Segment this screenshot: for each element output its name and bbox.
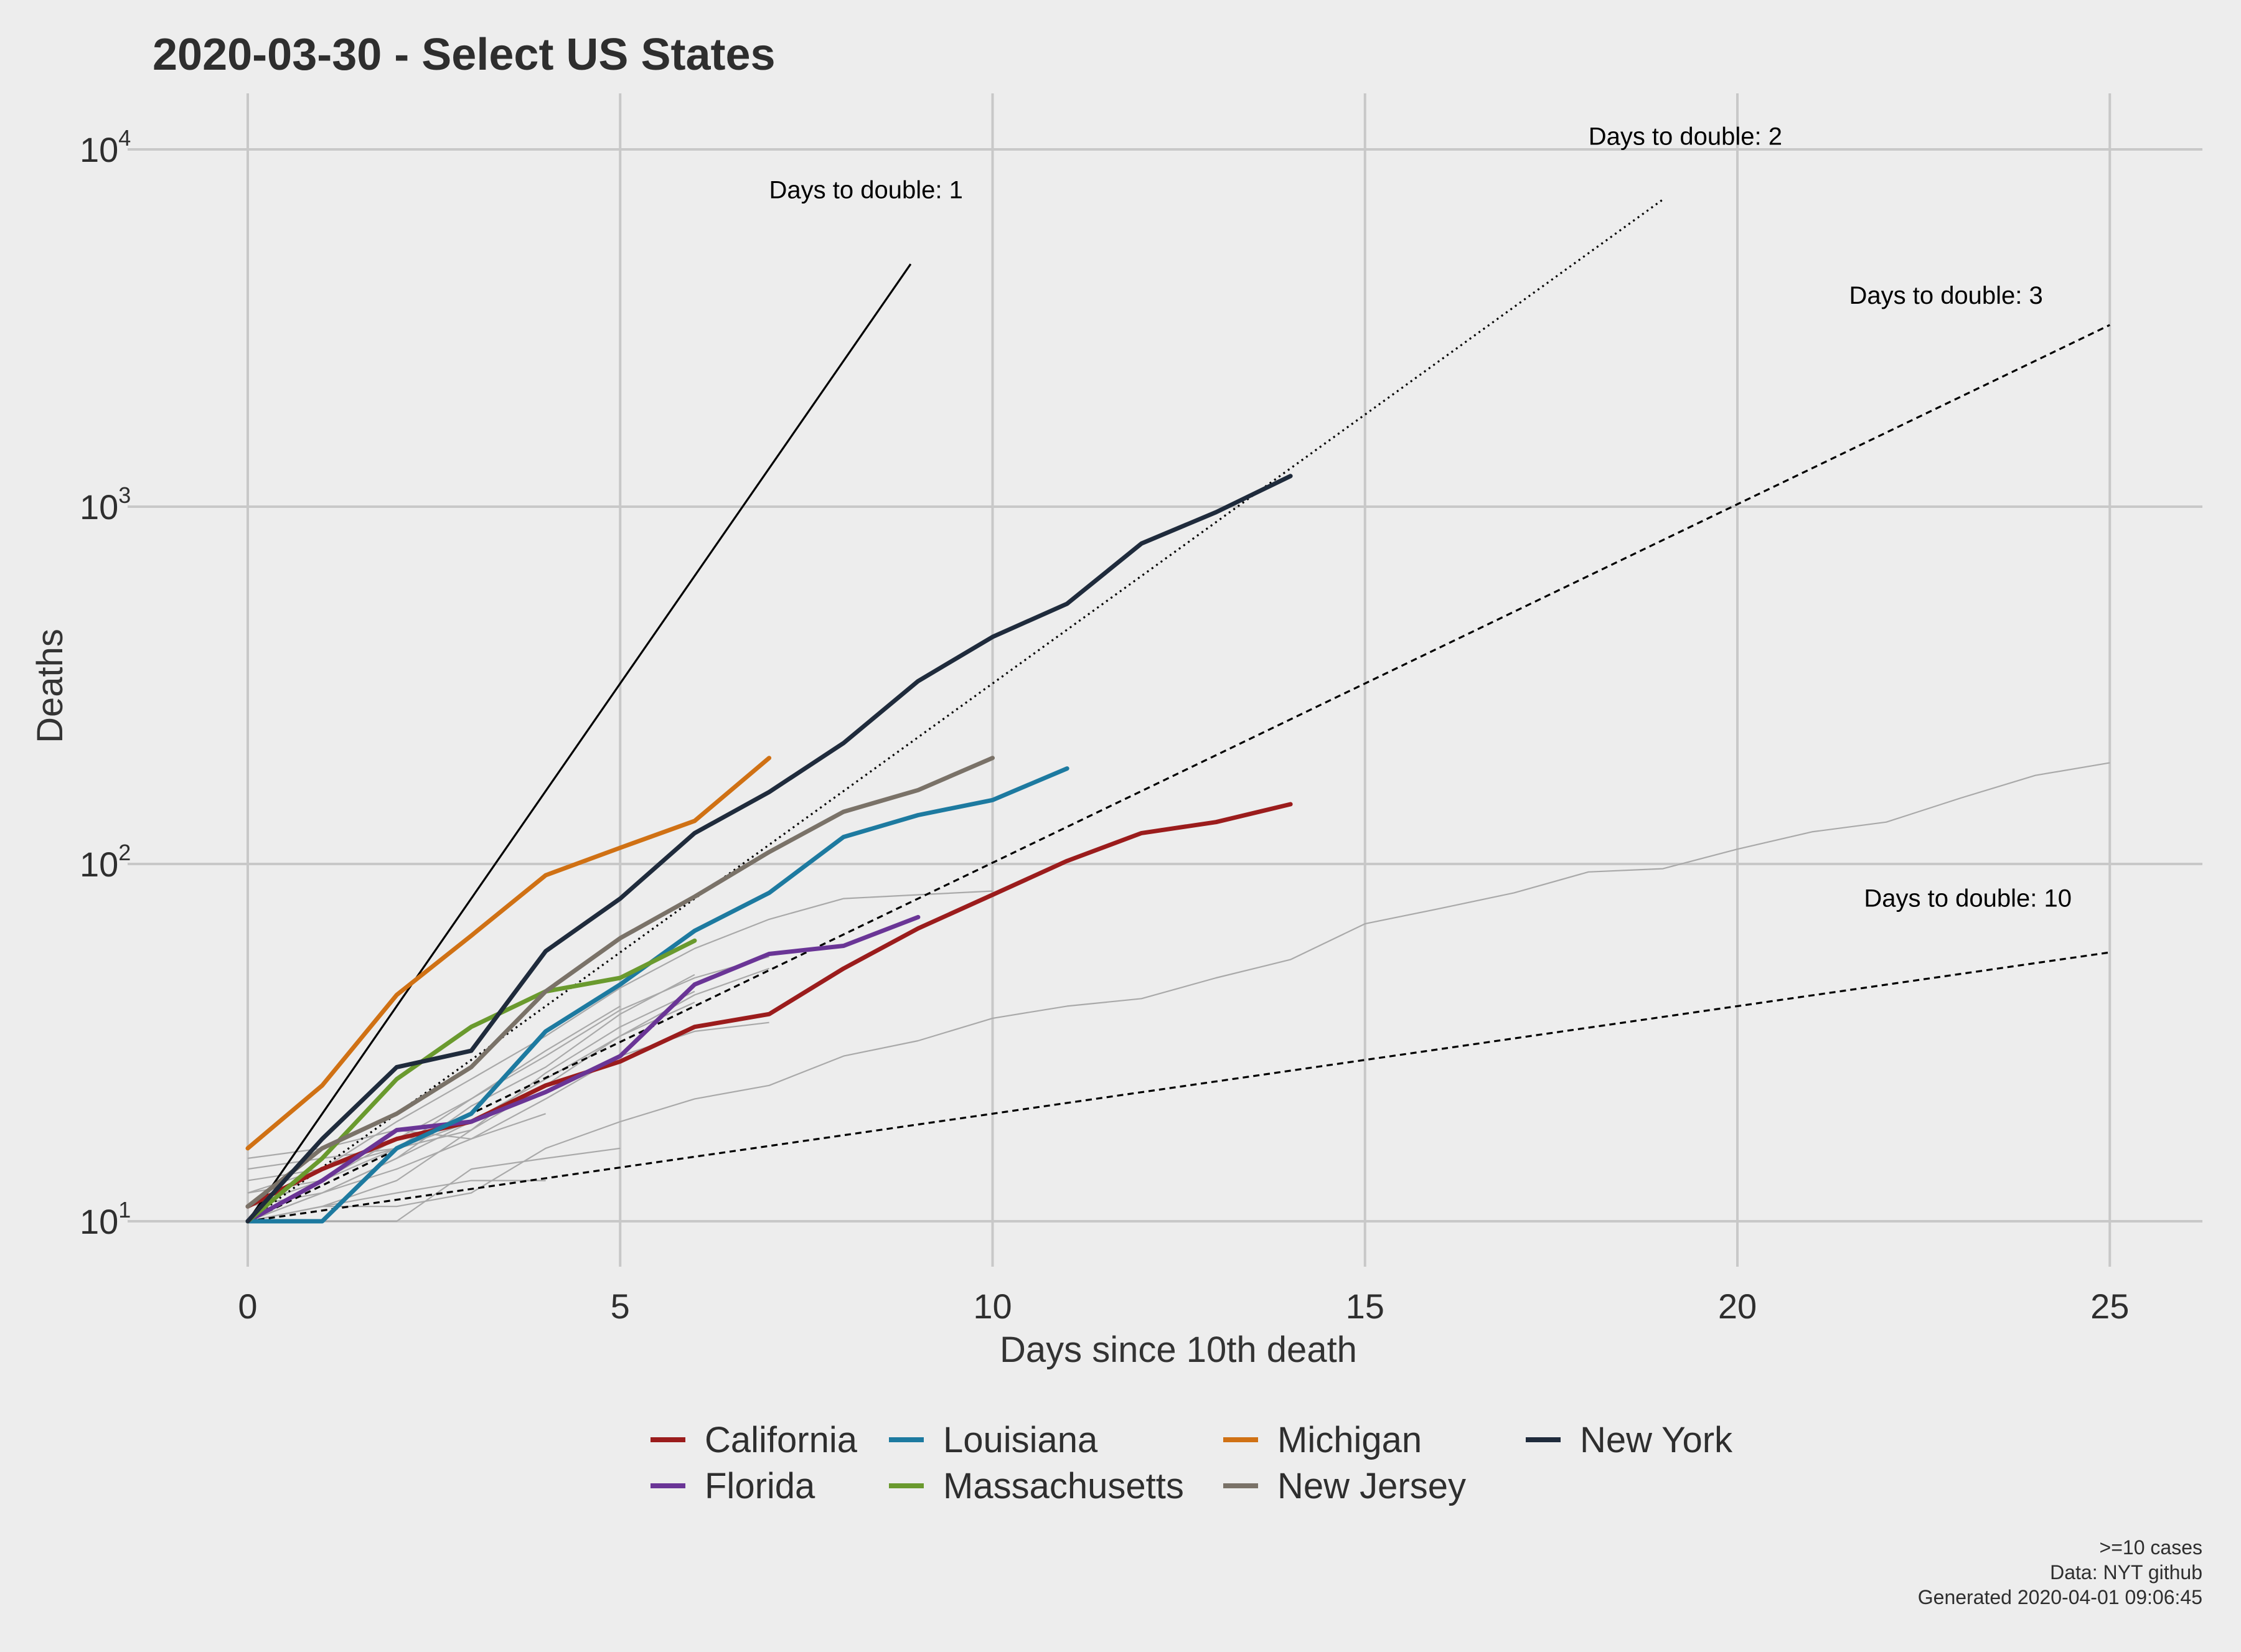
x-tick-label-5: 5 [611,1287,630,1326]
x-tick-label-15: 15 [1346,1287,1384,1326]
caption: >=10 cases Data: NYT github Generated 20… [1918,1536,2202,1608]
legend-label-florida: Florida [705,1466,815,1506]
caption-line-3: Generated 2020-04-01 09:06:45 [1918,1586,2202,1608]
doubling-label-10: Days to double: 10 [1864,885,2072,912]
background-series-line-2 [247,890,993,1194]
background-series-line-1 [247,955,769,1208]
series-line-new-jersey [245,756,995,1209]
legend-label-massachusetts: Massachusetts [943,1466,1184,1506]
series-line-california [245,802,1293,1209]
legend-label-louisiana: Louisiana [943,1420,1098,1460]
x-tick-label-25: 25 [2090,1287,2129,1326]
background-series-line-0 [247,762,2110,1223]
doubling-label-1: Days to double: 1 [769,176,963,204]
background-series-line-10 [247,967,769,1223]
doubling-label-3: Days to double: 3 [1849,282,2042,309]
grid [128,93,2202,1267]
doubling-line-10 [247,951,2110,1223]
doubling-labels: Days to double: 1 Days to double: 2 Days t… [769,123,2072,913]
y-tick-label-1000: 103 [80,482,131,527]
legend-item-california: California [651,1420,858,1460]
legend-label-new-york: New York [1580,1420,1733,1460]
legend-label-michigan: Michigan [1277,1420,1422,1460]
chart-title: 2020-03-30 - Select US States [153,30,776,80]
caption-line-2: Data: NYT github [2050,1561,2202,1584]
doubling-reference-lines [247,199,2110,1223]
series-line-florida [245,914,921,1224]
legend-item-massachusetts: Massachusetts [889,1466,1184,1506]
series-line-new-york [245,474,1293,1224]
background-series-line-4 [247,1021,769,1223]
doubling-line-1 [247,263,912,1222]
x-tick-label-20: 20 [1718,1287,1757,1326]
y-tick-label-10: 101 [80,1197,131,1241]
tick-labels: 0 5 10 15 20 25 101 102 103 104 [80,125,2129,1326]
legend: California Florida Louisiana Massachusetts M… [651,1420,1733,1506]
x-tick-label-10: 10 [973,1287,1012,1326]
legend-item-louisiana: Louisiana [889,1420,1098,1460]
background-series-line-7 [247,1005,621,1194]
x-axis-label: Days since 10th death [1000,1330,1357,1370]
legend-item-new-york: New York [1526,1420,1733,1460]
caption-line-1: >=10 cases [2100,1536,2202,1559]
legend-item-michigan: Michigan [1223,1420,1422,1460]
x-tick-label-0: 0 [238,1287,257,1326]
y-tick-label-100: 102 [80,840,131,884]
legend-item-florida: Florida [651,1466,815,1506]
legend-label-new-jersey: New Jersey [1277,1466,1466,1506]
series-line-michigan [245,756,772,1151]
doubling-line-3 [247,324,2110,1223]
legend-item-new-jersey: New Jersey [1223,1466,1466,1506]
y-tick-label-10000: 104 [80,125,131,169]
series-line-massachusetts [245,938,697,1224]
background-series [247,762,2110,1223]
series-lines [245,474,1293,1224]
background-series-line-12 [247,1180,546,1223]
legend-label-california: California [705,1420,858,1460]
y-axis-label: Deaths [30,629,70,743]
doubling-label-2: Days to double: 2 [1589,123,1782,151]
